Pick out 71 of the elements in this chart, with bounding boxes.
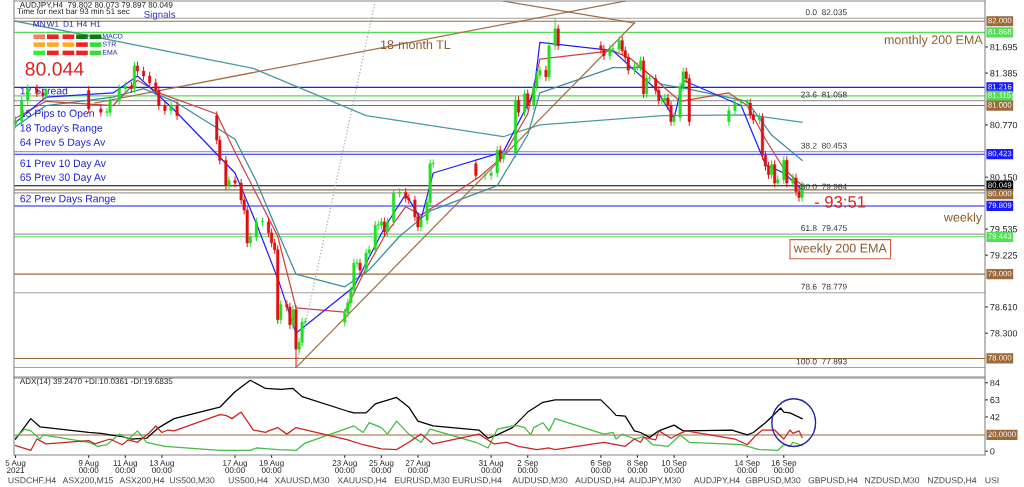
y-tick-label: 0	[990, 448, 995, 455]
text: AUDJPY,H4	[693, 477, 740, 485]
annotation: 23.6 81.058	[801, 91, 847, 98]
annotation: 38.2 80.453	[801, 142, 847, 149]
chart-title: AUDJPY,H4 79.802 80.073 79.897 80.049	[19, 1, 173, 9]
y-tick-label: 63	[990, 396, 1000, 404]
text: US500,H4	[228, 477, 268, 485]
annotation: monthly 200 EMA	[884, 35, 983, 47]
text: ASX200,H4	[119, 477, 165, 485]
y-tick-label: 78.300	[990, 330, 1018, 337]
annotation: MN	[33, 21, 46, 27]
annotation: 64 Prev 5 Days Av	[20, 138, 106, 148]
y-tick-label: 78.610	[990, 303, 1018, 311]
chart-title: ADX(14) 39.2470 +DI:10.0361 -DI:19.6835	[19, 378, 173, 386]
annotation: 65 Prev 30 Day Av	[20, 173, 106, 183]
annotation: - 93:51	[814, 195, 866, 208]
y-tick-label: 42	[990, 413, 1000, 421]
x-tick-label: 9 Aug 00:00	[78, 460, 99, 473]
annotation: H1	[90, 21, 101, 27]
text: GBPUSD,M30	[745, 477, 801, 485]
text: XAUUSD,H4	[337, 477, 387, 485]
y-tick-label: 81.695	[990, 43, 1018, 51]
x-tick-label: 10 Sep 00:00	[661, 460, 687, 473]
annotation: 0.0 82.035	[805, 9, 847, 16]
x-tick-label: 6 Sep 00:00	[590, 460, 612, 473]
x-tick-label: 5 Aug 2021	[5, 460, 26, 473]
y-tick-label: 80.150	[990, 174, 1018, 181]
x-tick-label: 23 Aug 00:00	[332, 460, 357, 473]
x-tick-label: 17 Aug 00:00	[223, 460, 248, 473]
y-tick-label: 79.225	[990, 252, 1018, 259]
annotation: 62 Prev Days Range	[20, 194, 116, 205]
x-tick-label: 14 Sep 00:00	[735, 460, 760, 473]
annotation: 100.0 77.893	[796, 358, 847, 365]
text: US500,M30	[169, 477, 215, 485]
text: AUDUSD,H4	[575, 477, 625, 485]
text: GBPUSD,H4	[808, 477, 858, 485]
text: ASX200,M15	[62, 477, 114, 485]
text: AUDUSD,M30	[512, 477, 568, 485]
y-tick-label: 80.770	[990, 121, 1018, 129]
annotation: 61 Prev 10 Day Av	[20, 159, 106, 170]
annotation: Signals	[144, 10, 176, 20]
annotation: weekly 200 EMA	[793, 243, 887, 255]
text: XAUUSD,M30	[274, 477, 330, 485]
x-tick-label: 25 Aug 00:00	[369, 460, 394, 473]
x-tick-label: 13 Aug 00:00	[149, 460, 174, 473]
x-tick-label: 31 Aug 00:00	[478, 460, 504, 473]
text: AUDJPY,M30	[629, 477, 681, 485]
y-tick-label: 84	[990, 379, 1000, 387]
text: EURUSD,H4	[452, 477, 502, 485]
x-tick-label: 27 Aug 00:00	[405, 460, 430, 473]
annotation: 80.044	[25, 62, 84, 76]
annotation: W1	[46, 21, 59, 27]
text: Time for next bar 93 min 51 sec	[17, 8, 130, 15]
annotation: D1	[63, 21, 74, 27]
text: USDCHF,H4	[8, 477, 56, 485]
text: NZDUSD,M30	[865, 477, 920, 485]
annotation: 78.6 78.779	[801, 283, 847, 290]
annotation: weekly	[943, 212, 983, 225]
x-tick-label: 19 Aug 00:00	[259, 460, 284, 473]
annotation: 61.8 79.475	[801, 225, 847, 231]
x-tick-label: 8 Sep 00:00	[627, 460, 648, 473]
y-tick-label: 81.385	[990, 70, 1018, 77]
text: USI	[985, 477, 999, 484]
text: EURUSD,M30	[394, 477, 450, 485]
x-tick-label: 16 Sep 00:00	[771, 460, 797, 473]
x-tick-label: 2 Sep 00:00	[517, 460, 538, 473]
text: NZDUSD,H4	[928, 477, 977, 485]
annotation: H4	[77, 21, 88, 27]
y-tick-label: 79.535	[990, 226, 1018, 233]
x-tick-label: 11 Aug 00:00	[113, 460, 138, 473]
annotation: 18 Today's Range	[20, 123, 103, 134]
